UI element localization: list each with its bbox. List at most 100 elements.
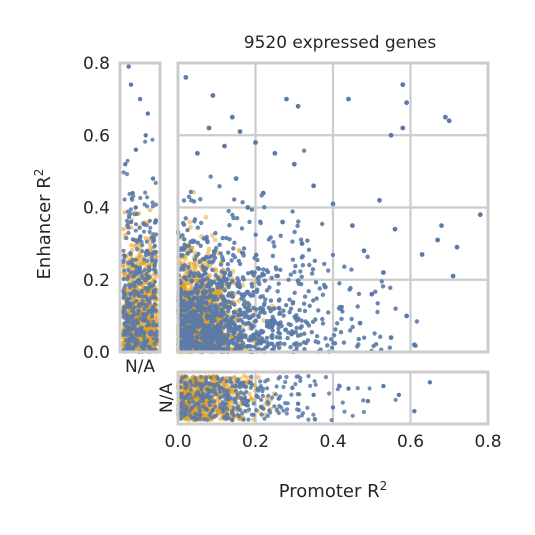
data-point — [219, 339, 224, 345]
data-point — [134, 317, 139, 322]
data-point — [312, 258, 317, 263]
data-point — [342, 264, 347, 269]
data-point — [188, 343, 193, 349]
data-point — [212, 383, 217, 388]
data-point — [241, 417, 246, 422]
data-point — [265, 269, 271, 275]
data-point — [241, 401, 246, 406]
data-point — [216, 383, 221, 388]
density-point — [249, 395, 254, 401]
data-point — [144, 271, 149, 277]
data-point — [282, 341, 287, 347]
data-point — [284, 96, 289, 102]
data-point — [377, 197, 382, 203]
density-point — [212, 237, 218, 243]
data-point — [231, 252, 236, 258]
data-point — [341, 340, 347, 345]
data-point — [258, 328, 264, 334]
data-point — [152, 302, 157, 307]
density-point — [224, 375, 229, 381]
data-point — [211, 399, 216, 404]
data-point — [265, 377, 270, 382]
data-point — [256, 314, 261, 319]
na-label-left: N/A — [125, 357, 155, 377]
data-point — [283, 327, 288, 333]
data-point — [121, 295, 126, 301]
data-point — [310, 267, 316, 272]
data-point — [269, 275, 274, 281]
data-point — [191, 318, 197, 323]
data-point — [201, 340, 207, 346]
data-point — [245, 321, 250, 326]
data-point — [314, 334, 320, 339]
data-point — [148, 225, 153, 230]
x-tick-label: 0.4 — [319, 432, 346, 452]
data-point — [204, 289, 209, 294]
data-point — [323, 336, 328, 341]
data-point — [147, 330, 152, 335]
data-point — [122, 286, 127, 291]
data-point — [293, 263, 298, 269]
data-point — [227, 305, 232, 310]
data-point — [211, 324, 216, 329]
data-point — [255, 257, 260, 263]
data-point — [300, 263, 306, 268]
data-point — [307, 303, 312, 308]
data-point — [181, 328, 186, 333]
data-point — [147, 218, 152, 223]
y-tick-label: 0.8 — [83, 54, 110, 74]
data-point — [330, 405, 336, 410]
data-point — [134, 330, 139, 335]
data-point — [187, 413, 192, 418]
data-point — [130, 257, 135, 262]
data-point — [179, 312, 184, 317]
data-point — [196, 251, 201, 257]
data-point — [330, 252, 336, 258]
data-point — [191, 302, 197, 307]
data-point — [227, 340, 233, 345]
data-point — [285, 335, 290, 341]
density-point — [141, 260, 147, 266]
data-point — [207, 402, 212, 408]
data-point — [284, 411, 289, 416]
data-point — [198, 197, 203, 202]
main-grid — [178, 63, 488, 352]
data-point — [188, 291, 193, 296]
data-point — [272, 404, 277, 409]
data-point — [135, 341, 140, 346]
data-point — [290, 257, 296, 262]
data-point — [258, 379, 263, 384]
data-point — [381, 383, 386, 389]
data-point — [141, 334, 147, 339]
data-point — [214, 312, 219, 318]
data-point — [126, 267, 131, 273]
data-point — [140, 345, 146, 350]
data-point — [300, 411, 306, 416]
data-point — [188, 304, 193, 310]
data-point — [264, 344, 270, 349]
density-point — [137, 253, 142, 259]
data-point — [221, 325, 226, 330]
density-point — [120, 264, 126, 269]
data-point — [292, 229, 297, 235]
data-point — [290, 209, 295, 214]
data-point — [203, 337, 208, 342]
data-point — [412, 409, 417, 414]
data-point — [231, 341, 236, 346]
data-point — [195, 240, 200, 245]
data-point — [320, 221, 325, 227]
data-point — [206, 295, 211, 300]
density-point — [148, 246, 153, 251]
data-point — [183, 307, 188, 313]
data-point — [349, 316, 354, 322]
data-point — [243, 408, 248, 414]
data-point — [137, 225, 142, 230]
data-point — [184, 393, 189, 398]
data-point — [121, 248, 126, 253]
density-point — [205, 250, 211, 256]
data-point — [226, 328, 231, 334]
data-point — [200, 290, 206, 295]
data-point — [152, 243, 157, 248]
data-point — [295, 392, 300, 397]
data-point — [140, 294, 145, 299]
